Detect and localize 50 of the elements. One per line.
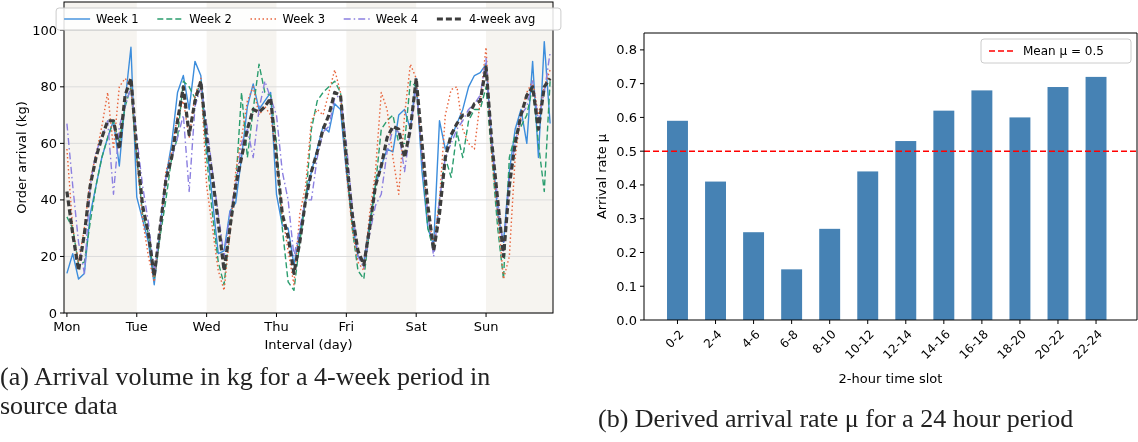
bar [1009,117,1031,320]
bar [819,228,841,320]
legend-label: 4-week avg [468,12,536,27]
x-tick-label: 0-2 [662,327,687,351]
text: (a) Arrival volume in kg for a 4-week period in source data [0,362,491,420]
x-tick-label: 6-8 [776,327,801,351]
legend-label: Week 2 [189,12,232,27]
legend-label: Week 4 [375,12,419,27]
bar [1085,76,1107,320]
y-tick-label: 0.1 [616,278,637,294]
legend-label: Week 1 [96,12,139,27]
y-tick-label: 0.0 [616,312,637,328]
y-tick-label: 80 [40,79,57,95]
x-tick-label: Wed [192,319,221,334]
y-tick-label: 0.3 [616,211,637,227]
y-tick-label: 0.5 [616,143,637,159]
x-tick-label: Thu [263,319,289,334]
y-tick-label: 20 [40,249,57,264]
bar [743,232,765,320]
bar [781,269,803,320]
bar [667,120,688,320]
x-tick-label: 4-6 [738,327,763,351]
x-tick-label: Tue [124,319,148,334]
legend-label: Mean μ = 0.5 [1023,44,1104,59]
bar [1047,87,1069,320]
y-tick-label: 0.8 [616,42,637,58]
bar [895,141,917,320]
y-tick-label: 0.4 [616,177,637,193]
bar [705,181,726,320]
y-tick-label: 0 [48,305,57,321]
x-axis-title: Interval (day) [264,337,353,352]
bar [857,171,879,320]
x-tick-label: Fri [338,319,355,334]
bar [933,110,955,320]
bar [971,90,993,320]
y-axis-title: Order arrival (kg) [14,101,29,214]
y-axis-title: Arrival rate μ [594,133,609,220]
y-tick-label: 60 [40,135,57,151]
x-axis-title: 2-hour time slot [838,371,943,386]
legend-label: Week 3 [282,12,325,27]
text: (b) Derived arrival rate μ for a 24 hour period [598,404,1074,433]
x-tick-label: Sun [473,319,499,334]
x-tick-label: Sat [405,319,427,334]
y-tick-label: 0.6 [616,109,637,125]
y-tick-label: 100 [32,22,57,38]
x-tick-label: Mon [53,319,81,334]
x-tick-label: 2-4 [700,327,725,351]
y-tick-label: 40 [40,192,57,208]
y-tick-label: 0.2 [616,245,637,261]
y-tick-label: 0.7 [616,76,637,92]
